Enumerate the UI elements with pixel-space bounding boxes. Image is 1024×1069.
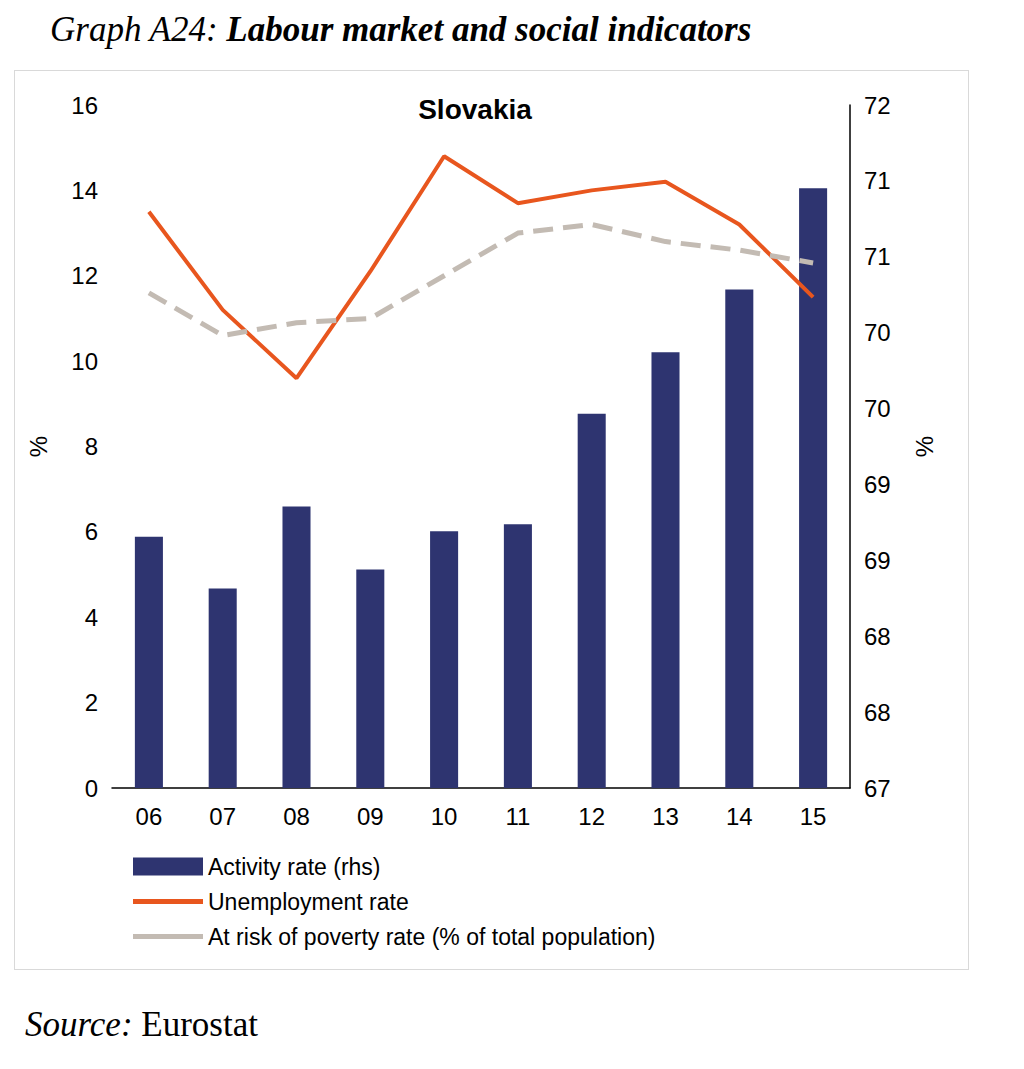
svg-text:%: % — [25, 436, 52, 457]
svg-text:Slovakia: Slovakia — [418, 94, 532, 125]
svg-text:12: 12 — [71, 262, 98, 289]
svg-text:Activity rate (rhs): Activity rate (rhs) — [208, 854, 381, 880]
html-text:Source: Eurostat: Source: Eurostat — [25, 1005, 258, 1044]
svg-text:69: 69 — [864, 471, 891, 498]
svg-text:Unemployment rate: Unemployment rate — [208, 889, 409, 915]
svg-text:2: 2 — [85, 689, 98, 716]
svg-text:70: 70 — [864, 319, 891, 346]
svg-text:8: 8 — [85, 433, 98, 460]
svg-text:72: 72 — [864, 92, 891, 119]
svg-text:10: 10 — [431, 803, 458, 830]
svg-text:09: 09 — [357, 803, 384, 830]
svg-text:At risk of poverty rate (% of: At risk of poverty rate (% of total popu… — [208, 924, 655, 950]
svg-text:06: 06 — [136, 803, 163, 830]
svg-text:4: 4 — [85, 604, 98, 631]
svg-text:08: 08 — [283, 803, 310, 830]
svg-text:71: 71 — [864, 243, 891, 270]
svg-text:07: 07 — [209, 803, 236, 830]
svg-text:67: 67 — [864, 775, 891, 802]
svg-text:68: 68 — [864, 699, 891, 726]
svg-text:6: 6 — [85, 518, 98, 545]
svg-text:69: 69 — [864, 547, 891, 574]
svg-text:16: 16 — [71, 92, 98, 119]
svg-text:10: 10 — [71, 348, 98, 375]
svg-text:0: 0 — [85, 775, 98, 802]
svg-text:68: 68 — [864, 623, 891, 650]
svg-text:14: 14 — [71, 177, 98, 204]
svg-text:71: 71 — [864, 167, 891, 194]
svg-text:70: 70 — [864, 395, 891, 422]
svg-text:12: 12 — [578, 803, 605, 830]
svg-text:13: 13 — [652, 803, 679, 830]
html-text:Graph A24: Labour market and s: Graph A24: Labour market and social indi… — [50, 10, 752, 49]
svg-text:11: 11 — [505, 803, 530, 830]
svg-text:14: 14 — [726, 803, 753, 830]
svg-text:15: 15 — [800, 803, 827, 830]
svg-text:%: % — [911, 436, 938, 457]
